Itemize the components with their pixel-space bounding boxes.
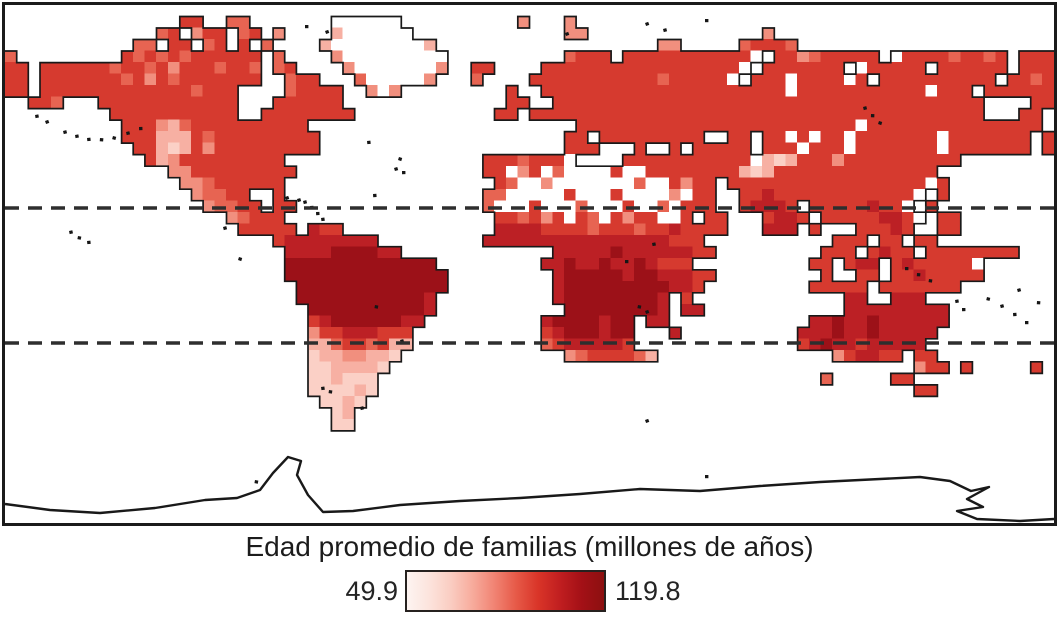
legend-min-label: 49.9 [345, 576, 398, 606]
legend-max-label: 119.8 [615, 576, 681, 606]
world-map-frame [2, 2, 1057, 526]
world-map [5, 15, 1054, 523]
legend-colorbar [405, 570, 606, 612]
legend-title: Edad promedio de familias (millones de a… [245, 531, 814, 562]
